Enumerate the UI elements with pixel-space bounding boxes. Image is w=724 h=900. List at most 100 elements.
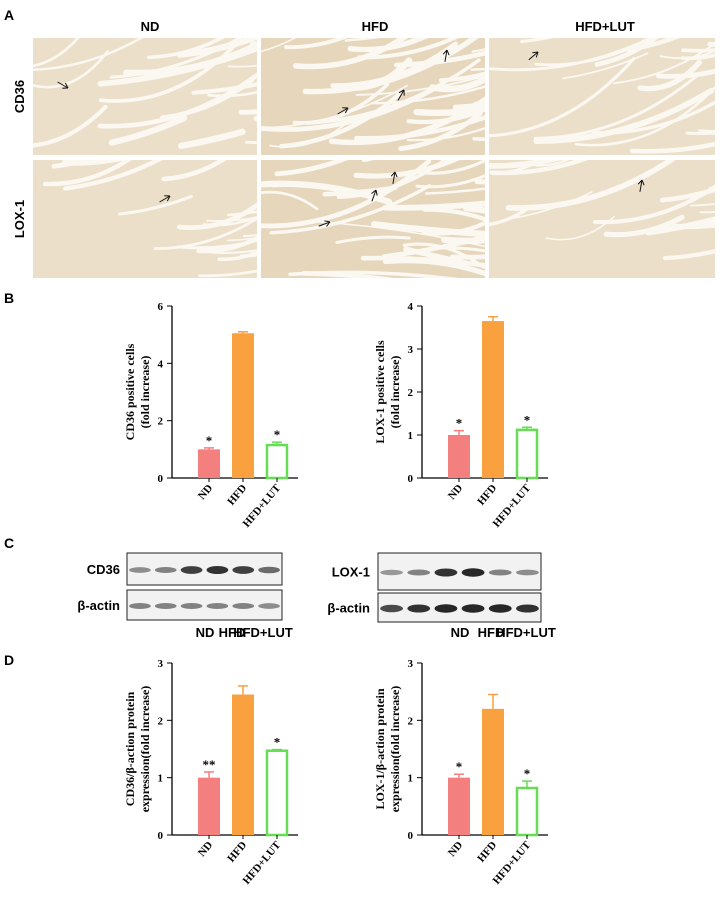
x-tick-label: ND xyxy=(446,839,465,859)
arrow-head xyxy=(62,82,69,89)
y-tick-label: 0 xyxy=(408,830,414,842)
band xyxy=(154,567,177,573)
gap xyxy=(471,48,485,53)
arrow xyxy=(318,221,331,227)
arrow xyxy=(397,89,405,101)
gap xyxy=(63,160,163,191)
gap xyxy=(659,186,715,203)
histology-image xyxy=(33,38,257,155)
blot-label: β-actin xyxy=(327,601,370,616)
x-tick-label: HFD xyxy=(475,482,499,508)
gap xyxy=(261,38,297,53)
lane-label: HFD xyxy=(219,625,246,640)
gap xyxy=(355,74,485,96)
panel-label: C xyxy=(4,535,14,551)
arrow-head xyxy=(442,49,450,56)
arrow-head xyxy=(390,171,398,178)
panel-label: A xyxy=(4,7,14,23)
y-axis-label: expression(fold increase) xyxy=(388,686,402,813)
histology-image xyxy=(33,160,257,278)
arrow xyxy=(444,49,448,62)
gap xyxy=(198,269,257,278)
band xyxy=(232,566,255,574)
gap xyxy=(452,101,485,110)
y-tick-label: 6 xyxy=(158,301,164,313)
gap xyxy=(261,190,319,211)
gap xyxy=(353,160,460,179)
lane-label: HFD+LUT xyxy=(496,625,556,640)
gap xyxy=(33,50,109,89)
gap xyxy=(288,270,459,278)
arrow xyxy=(337,107,349,115)
gap xyxy=(637,59,703,92)
gap xyxy=(356,38,459,60)
x-tick-label: HFD xyxy=(475,839,499,865)
gap xyxy=(97,45,257,87)
gap xyxy=(545,215,616,241)
arrow xyxy=(392,171,396,184)
gap xyxy=(382,200,485,211)
histology-image xyxy=(261,160,485,278)
band xyxy=(180,566,203,574)
gap xyxy=(520,38,554,44)
gap xyxy=(594,38,660,67)
histology-image xyxy=(261,38,485,155)
gap xyxy=(269,184,432,235)
gap xyxy=(629,141,715,154)
y-tick-label: 1 xyxy=(408,430,414,442)
arrow-head xyxy=(532,51,539,58)
gap xyxy=(160,77,255,120)
gap xyxy=(603,214,685,238)
y-tick-label: 2 xyxy=(408,387,414,399)
gap xyxy=(42,160,132,187)
gap xyxy=(680,53,715,61)
gap xyxy=(382,258,485,277)
bar xyxy=(515,786,539,837)
gap xyxy=(370,221,485,238)
arrow xyxy=(57,81,69,89)
gap xyxy=(406,106,485,125)
y-axis-label: LOX-1 positive cells xyxy=(373,340,387,444)
arrow xyxy=(639,179,643,192)
gap xyxy=(328,96,485,146)
gap xyxy=(720,207,724,247)
gap xyxy=(463,205,485,214)
bar xyxy=(515,428,539,480)
x-tick-label: ND xyxy=(196,482,215,502)
arrow-head xyxy=(371,189,378,196)
band xyxy=(232,603,255,609)
gap xyxy=(533,87,714,145)
significance: * xyxy=(524,412,531,427)
bar xyxy=(232,694,254,835)
x-tick-label: ND xyxy=(446,482,465,502)
gap xyxy=(261,160,432,229)
gap xyxy=(347,38,428,53)
gap xyxy=(489,160,544,174)
y-axis-label: (fold increase) xyxy=(138,356,152,429)
lane-label: HFD+LUT xyxy=(233,625,293,640)
bar xyxy=(198,449,220,478)
gap xyxy=(719,130,724,167)
arrow xyxy=(371,189,377,202)
arrow-head xyxy=(164,195,171,202)
band xyxy=(154,603,177,609)
gap xyxy=(509,191,593,220)
band xyxy=(180,603,203,609)
gap xyxy=(489,160,589,176)
band xyxy=(407,604,431,613)
gap xyxy=(422,207,485,222)
significance: * xyxy=(274,427,281,442)
gap xyxy=(226,237,257,242)
gap xyxy=(118,194,193,216)
band xyxy=(516,604,539,613)
gap xyxy=(489,57,636,138)
gap xyxy=(217,250,257,262)
gap xyxy=(438,71,485,83)
panel-label: D xyxy=(4,652,14,668)
bar xyxy=(232,333,254,478)
x-tick-label: ND xyxy=(196,839,215,859)
gap xyxy=(292,38,408,70)
arrow xyxy=(159,195,171,203)
arrow-head xyxy=(637,179,645,186)
gap xyxy=(227,64,257,68)
